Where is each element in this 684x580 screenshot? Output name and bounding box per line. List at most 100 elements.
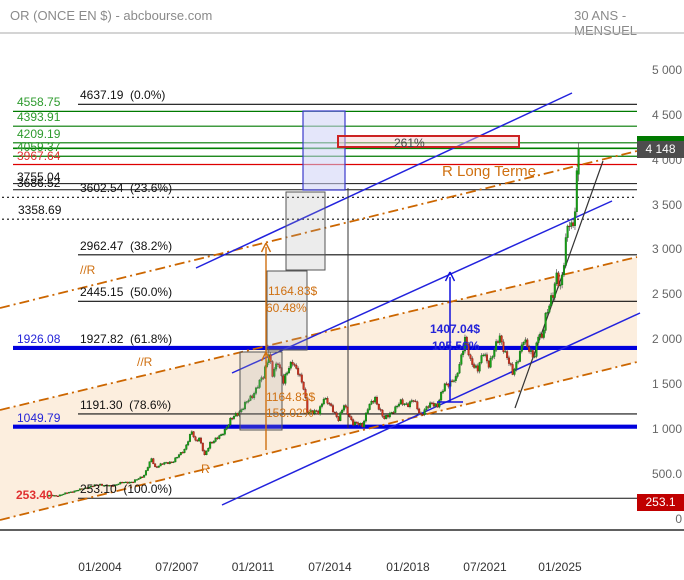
minor-level-label: 3358.69 — [18, 203, 62, 218]
x-axis-tick-label: 01/2004 — [78, 560, 122, 574]
support-level-label: 1926.08 — [17, 331, 61, 346]
candle-body — [480, 355, 483, 363]
candle-body — [192, 431, 195, 438]
candle-body — [313, 410, 316, 414]
candle-body — [262, 377, 265, 379]
candle-body — [561, 274, 564, 285]
candle-body — [361, 423, 364, 428]
candle-body — [394, 406, 397, 413]
x-axis-tick-label: 01/2018 — [386, 560, 430, 574]
candle-body — [458, 364, 461, 374]
candle-body — [436, 403, 439, 408]
candle-body — [223, 429, 226, 435]
candle-body — [440, 392, 443, 401]
candle-body — [344, 405, 347, 408]
candle-body — [181, 452, 184, 454]
candle-body — [91, 485, 94, 488]
candle-body — [187, 441, 190, 446]
candle-body — [357, 422, 360, 426]
candle-body — [154, 463, 157, 467]
candle-body — [551, 295, 554, 298]
candle-body — [150, 458, 153, 462]
current-price-badge: 4 148 — [637, 141, 684, 158]
candle-body — [66, 492, 69, 494]
candle-body — [451, 380, 454, 382]
candle-body — [454, 376, 457, 381]
candle-body — [315, 410, 318, 412]
candle-body — [190, 431, 193, 435]
candle-body — [507, 357, 510, 364]
candle-body — [205, 450, 208, 456]
gray-measure-box — [285, 191, 326, 271]
candle-body — [513, 368, 516, 375]
candle-body — [122, 482, 125, 484]
candle-body — [476, 365, 479, 372]
candle-body — [528, 346, 531, 352]
candle-body — [542, 330, 545, 338]
candle-body — [139, 476, 142, 479]
candle-body — [484, 354, 487, 356]
candle-body — [418, 408, 421, 414]
candle-body — [243, 402, 246, 410]
candle-body — [372, 401, 375, 403]
candle-body — [172, 461, 175, 463]
candle-body — [188, 434, 191, 442]
measure-pct-label: 60.48% — [266, 301, 307, 315]
candle-body — [278, 364, 281, 368]
blue-projection-box — [302, 110, 346, 191]
candle-body — [471, 358, 474, 365]
candle-body — [183, 449, 186, 453]
candle-body — [511, 364, 514, 375]
support-level-label: 1049.79 — [17, 410, 61, 425]
candle-body — [342, 405, 345, 411]
candle-body — [416, 401, 419, 410]
y-axis-tick-label: 2 500 — [651, 287, 682, 302]
candle-body — [355, 421, 358, 424]
candle-body — [221, 434, 224, 436]
candle-body — [271, 361, 274, 377]
candle-body — [304, 389, 307, 398]
candle-body — [75, 490, 78, 492]
x-axis-tick-label: 07/2021 — [463, 560, 507, 574]
candle-body — [284, 374, 287, 384]
candle-body — [429, 402, 432, 408]
candle-body — [275, 363, 278, 370]
candle-body — [308, 412, 311, 414]
candle-body — [572, 222, 575, 226]
candle-body — [194, 436, 197, 441]
candle-body — [119, 482, 122, 485]
candle-body — [110, 485, 113, 487]
candle-body — [245, 401, 248, 403]
candle-body — [533, 356, 536, 358]
candle-body — [518, 351, 521, 362]
candle-body — [322, 399, 325, 405]
green-extension-label: 4209.19 — [17, 126, 61, 141]
candle-body — [209, 441, 212, 449]
candle-body — [93, 484, 96, 487]
candle-body — [467, 344, 470, 356]
candle-body — [176, 457, 179, 459]
r-lower-line — [0, 361, 638, 521]
candle-body — [575, 170, 578, 212]
candle-body — [282, 375, 285, 384]
candle-body — [478, 362, 481, 372]
candle-body — [49, 494, 52, 497]
candle-body — [491, 356, 494, 359]
candle-body — [401, 399, 404, 405]
blue-channel-lower-line — [221, 312, 641, 506]
candle-body — [286, 372, 289, 375]
candle-body — [117, 483, 120, 485]
candle-body — [320, 403, 323, 407]
candle-body — [462, 350, 465, 355]
x-axis-tick-label: 07/2014 — [308, 560, 352, 574]
candle-body — [177, 454, 180, 458]
candle-body — [236, 413, 239, 416]
candle-body — [548, 305, 551, 313]
candle-body — [495, 341, 498, 351]
candle-body — [289, 361, 292, 369]
candle-body — [531, 350, 534, 358]
candle-body — [419, 412, 422, 415]
candle-body — [293, 363, 296, 366]
candle-body — [363, 420, 366, 428]
candle-body — [311, 410, 314, 414]
